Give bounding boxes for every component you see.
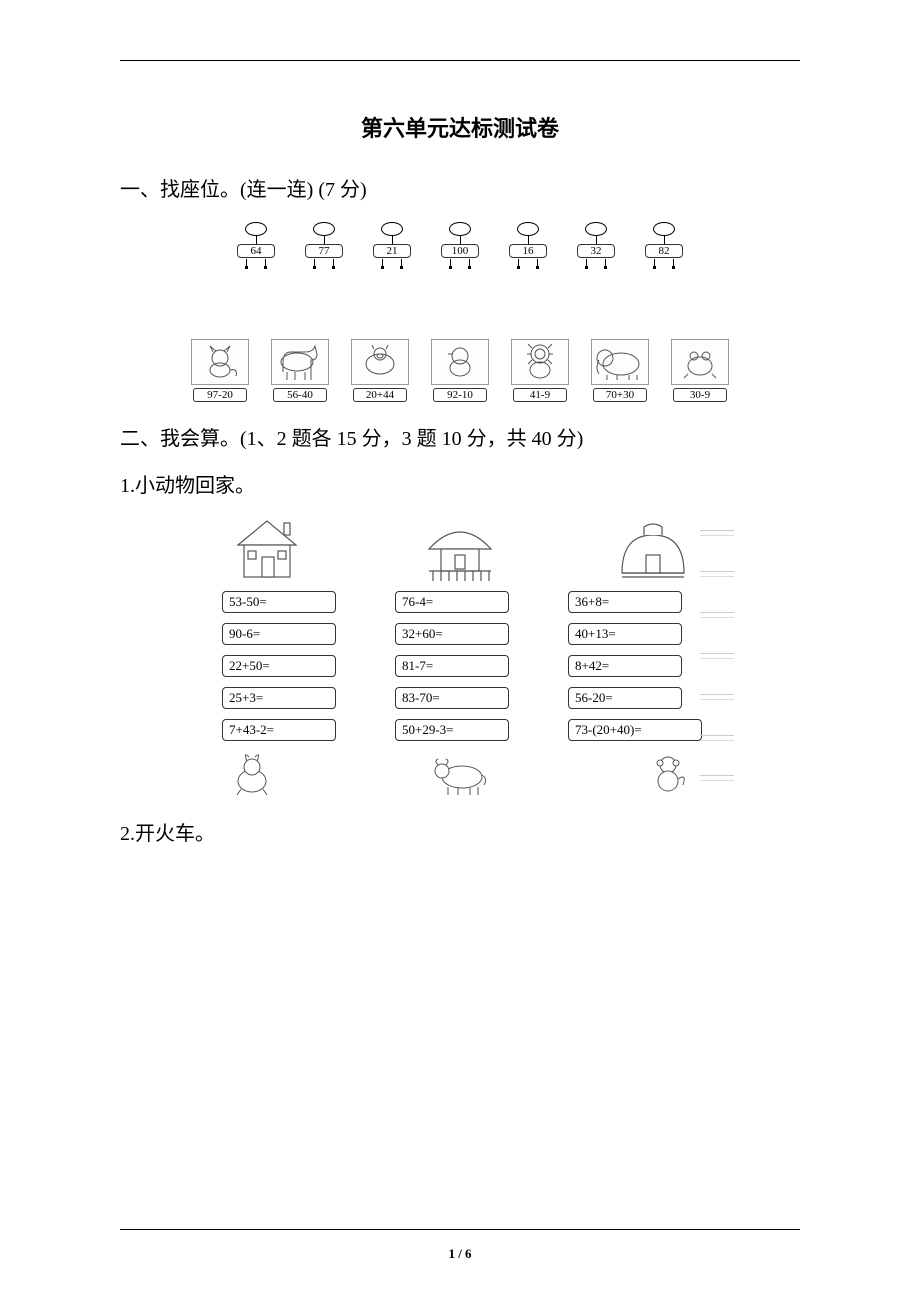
animal-expr: 41-9	[513, 388, 567, 402]
bottom-animals-row	[222, 749, 698, 799]
animal-card: 70+30	[584, 339, 656, 402]
seat-item: 82	[645, 222, 683, 269]
dome-house-icon	[608, 513, 698, 585]
section-1-heading: 一、找座位。(连一连) (7 分)	[120, 173, 800, 202]
equation-columns: 53-50= 90-6= 22+50= 25+3= 7+43-2= 76-4= …	[222, 591, 698, 741]
equation-box: 76-4=	[395, 591, 509, 613]
animal-card: 56-40	[264, 339, 336, 402]
animal-card: 20+44	[344, 339, 416, 402]
animal-card: 30-9	[664, 339, 736, 402]
equation-column: 53-50= 90-6= 22+50= 25+3= 7+43-2=	[222, 591, 352, 741]
animal-card: 41-9	[504, 339, 576, 402]
animal-card: 92-10	[424, 339, 496, 402]
animal-expr: 70+30	[593, 388, 647, 402]
animal-expr: 56-40	[273, 388, 327, 402]
seats-row: 64 77 21 100 16 32 8	[120, 222, 800, 269]
seat-item: 16	[509, 222, 547, 269]
cat-icon	[191, 339, 249, 385]
seat-label: 77	[305, 244, 343, 258]
animal-expr: 92-10	[433, 388, 487, 402]
equation-column: 36+8= 40+13= 8+42= 56-20= 73-(20+40)=	[568, 591, 698, 741]
bottom-rule-wrap	[120, 1229, 800, 1230]
seat-label: 21	[373, 244, 411, 258]
section-2-heading: 二、我会算。(1、2 题各 15 分，3 题 10 分，共 40 分)	[120, 422, 800, 451]
seat-item: 77	[305, 222, 343, 269]
cow-icon	[430, 749, 490, 799]
bottom-rule	[120, 1229, 800, 1230]
equation-box: 56-20=	[568, 687, 682, 709]
house-icon	[222, 513, 312, 585]
equation-box: 73-(20+40)=	[568, 719, 702, 741]
equation-box: 22+50=	[222, 655, 336, 677]
monkey-icon	[638, 749, 698, 799]
animal-card: 97-20	[184, 339, 256, 402]
equation-box: 81-7=	[395, 655, 509, 677]
seat-label: 32	[577, 244, 615, 258]
seat-item: 100	[441, 222, 479, 269]
equation-box: 36+8=	[568, 591, 682, 613]
lion-icon	[511, 339, 569, 385]
equation-box: 25+3=	[222, 687, 336, 709]
equation-box: 32+60=	[395, 623, 509, 645]
hut-icon	[415, 513, 505, 585]
equation-box: 83-70=	[395, 687, 509, 709]
equation-box: 90-6=	[222, 623, 336, 645]
section-2-2-heading: 2.开火车。	[120, 817, 800, 846]
rabbit-icon	[222, 749, 282, 799]
seat-item: 32	[577, 222, 615, 269]
page-title: 第六单元达标测试卷	[120, 111, 800, 143]
seat-label: 82	[645, 244, 683, 258]
elephant-icon	[591, 339, 649, 385]
seat-label: 64	[237, 244, 275, 258]
seat-label: 100	[441, 244, 479, 258]
animals-row: 97-20 56-40 20+44 92-10 41-9	[120, 339, 800, 402]
houses-row	[222, 513, 698, 585]
pig-icon	[351, 339, 409, 385]
equation-box: 40+13=	[568, 623, 682, 645]
page-footer: 1 / 6	[0, 1246, 920, 1262]
seat-item: 64	[237, 222, 275, 269]
houses-block: 53-50= 90-6= 22+50= 25+3= 7+43-2= 76-4= …	[222, 513, 698, 799]
worksheet-page: 第六单元达标测试卷 一、找座位。(连一连) (7 分) 64 77 21 100…	[0, 0, 920, 1302]
frog-icon	[671, 339, 729, 385]
equation-column: 76-4= 32+60= 81-7= 83-70= 50+29-3=	[395, 591, 525, 741]
equation-box: 8+42=	[568, 655, 682, 677]
animal-expr: 30-9	[673, 388, 727, 402]
equation-box: 7+43-2=	[222, 719, 336, 741]
equation-box: 53-50=	[222, 591, 336, 613]
top-rule	[120, 60, 800, 61]
seat-item: 21	[373, 222, 411, 269]
section-2-1-heading: 1.小动物回家。	[120, 469, 800, 498]
animal-expr: 20+44	[353, 388, 407, 402]
seat-label: 16	[509, 244, 547, 258]
equation-box: 50+29-3=	[395, 719, 509, 741]
edge-marks	[700, 513, 734, 799]
chick-icon	[431, 339, 489, 385]
horse-icon	[271, 339, 329, 385]
animal-expr: 97-20	[193, 388, 247, 402]
